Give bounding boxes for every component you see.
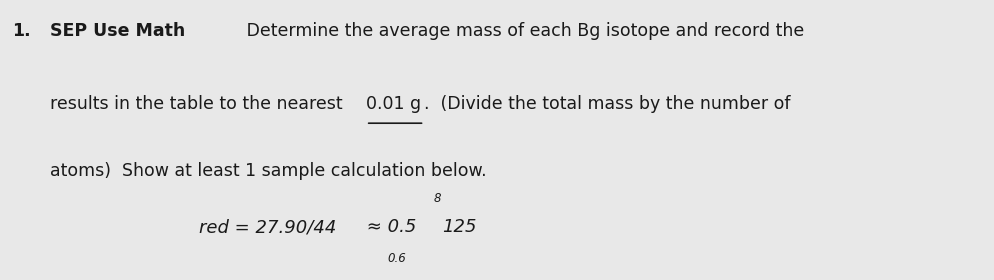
Text: red = 27.90/44: red = 27.90/44 [199,218,336,236]
Text: 8: 8 [433,192,441,205]
Text: SEP Use Math: SEP Use Math [50,22,185,40]
Text: 1.: 1. [12,22,31,40]
Text: .  (Divide the total mass by the number of: . (Divide the total mass by the number o… [424,95,791,113]
Text: 0.6: 0.6 [388,252,407,265]
Text: 125: 125 [442,218,477,236]
Text: Determine the average mass of each Bg isotope and record the: Determine the average mass of each Bg is… [241,22,804,40]
Text: ≈ 0.5: ≈ 0.5 [361,218,416,236]
Text: results in the table to the nearest: results in the table to the nearest [50,95,348,113]
Text: 0.01 g: 0.01 g [366,95,420,113]
Text: atoms)  Show at least 1 sample calculation below.: atoms) Show at least 1 sample calculatio… [50,162,486,180]
